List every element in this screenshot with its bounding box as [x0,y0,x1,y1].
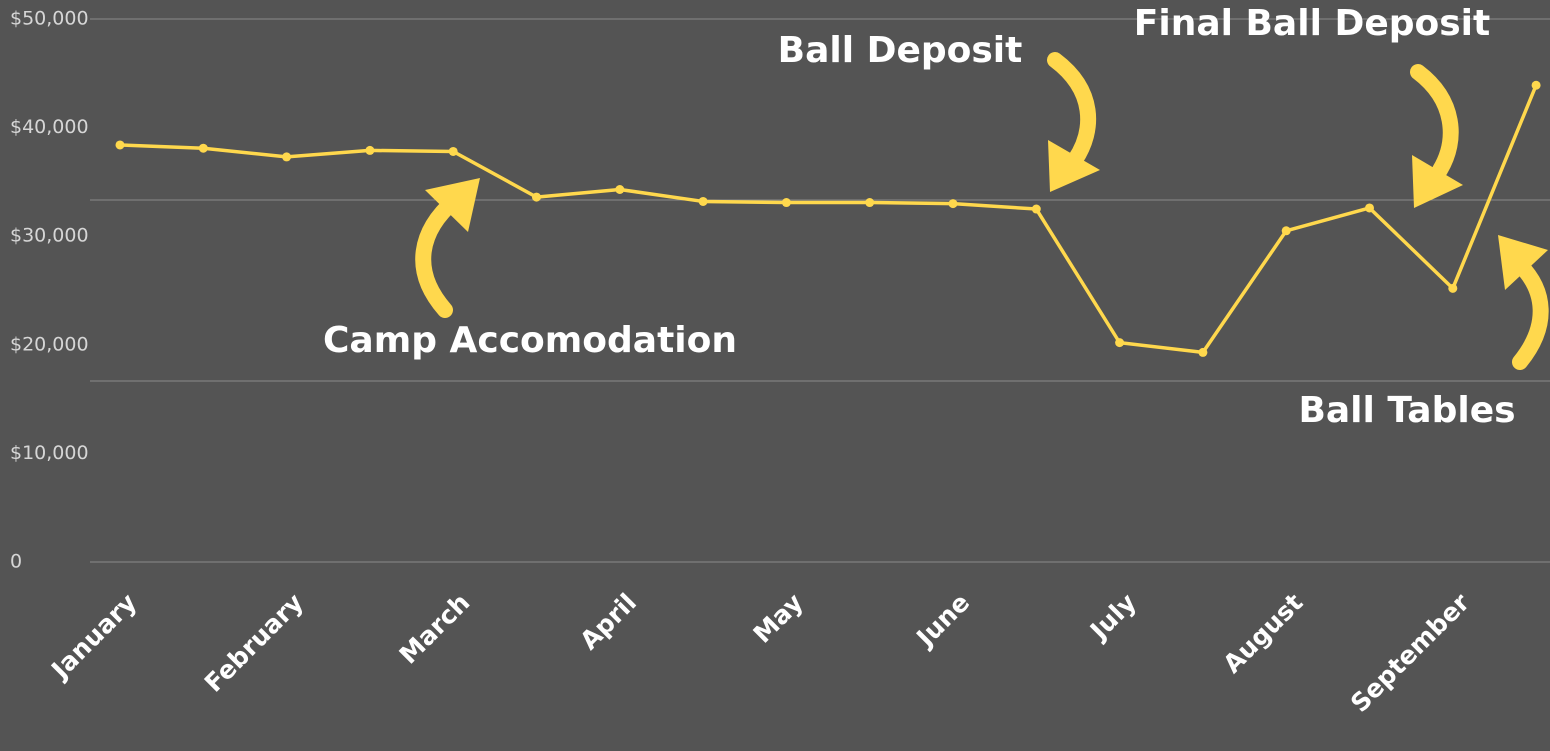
data-point [1198,347,1208,357]
plot [115,80,1541,357]
annotation: Ball Tables [1298,390,1515,431]
data-point [1115,338,1125,348]
arrows [415,52,1549,370]
y-tick-label: $20,000 [10,333,89,355]
data-point [865,198,875,208]
data-point [115,140,125,150]
annotation: Ball Deposit [778,30,1023,71]
data-point [1365,203,1374,213]
annotation: Final Ball Deposit [1134,3,1490,44]
y-tick-label: $10,000 [10,442,89,464]
arrow [1047,52,1097,168]
data-point [365,145,375,155]
data-point [1531,80,1541,90]
y-axis: 0 $10,000 $20,000 $30,000 $40,000 $50,000 [10,8,89,573]
y-tick-label: $40,000 [10,116,89,138]
arrow [415,192,463,318]
data-point [448,146,458,156]
data-point [1281,226,1291,236]
y-tick-label: $30,000 [10,225,89,247]
data-point [948,199,958,209]
annotations: Camp Accomodation Ball Deposit Final Ball … [323,3,1516,431]
arrow-head [425,178,480,232]
grid [90,18,1550,563]
arrow-head [1412,155,1463,208]
y-tick-label: 0 [10,551,22,573]
y-tick-label: $50,000 [10,8,89,30]
data-point [198,143,208,153]
arrow-head [1048,140,1100,192]
data-point [282,152,292,162]
data-point [1031,204,1041,214]
arrow-head [1498,235,1548,290]
data-point [698,196,708,206]
annotation: Camp Accomodation [323,320,737,361]
data-point [532,192,541,202]
data-point [781,198,791,208]
arrow [1410,64,1459,178]
data-point [1448,283,1458,293]
data-point [615,185,625,195]
line [119,84,1538,355]
arrow [1512,257,1549,370]
